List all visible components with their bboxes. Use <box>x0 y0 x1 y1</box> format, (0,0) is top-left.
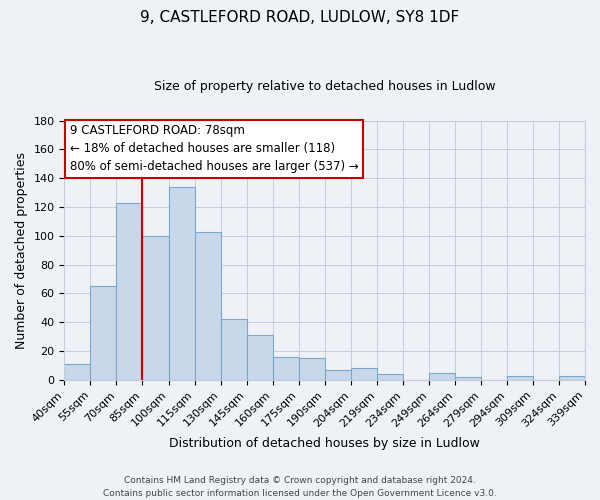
Title: Size of property relative to detached houses in Ludlow: Size of property relative to detached ho… <box>154 80 496 93</box>
Bar <box>194 232 221 380</box>
Text: 9 CASTLEFORD ROAD: 78sqm
← 18% of detached houses are smaller (118)
80% of semi-: 9 CASTLEFORD ROAD: 78sqm ← 18% of detach… <box>70 124 358 174</box>
Bar <box>559 376 585 380</box>
Bar <box>116 202 142 380</box>
Text: Contains HM Land Registry data © Crown copyright and database right 2024.
Contai: Contains HM Land Registry data © Crown c… <box>103 476 497 498</box>
Bar <box>169 187 194 380</box>
Bar <box>247 336 272 380</box>
Bar <box>221 320 247 380</box>
Bar <box>299 358 325 380</box>
Bar <box>351 368 377 380</box>
Bar <box>142 236 169 380</box>
Bar <box>377 374 403 380</box>
Bar <box>507 376 533 380</box>
Bar <box>272 357 299 380</box>
X-axis label: Distribution of detached houses by size in Ludlow: Distribution of detached houses by size … <box>169 437 480 450</box>
Bar <box>455 377 481 380</box>
Bar <box>64 364 91 380</box>
Y-axis label: Number of detached properties: Number of detached properties <box>15 152 28 349</box>
Text: 9, CASTLEFORD ROAD, LUDLOW, SY8 1DF: 9, CASTLEFORD ROAD, LUDLOW, SY8 1DF <box>140 10 460 25</box>
Bar <box>91 286 116 380</box>
Bar <box>325 370 351 380</box>
Bar <box>429 373 455 380</box>
